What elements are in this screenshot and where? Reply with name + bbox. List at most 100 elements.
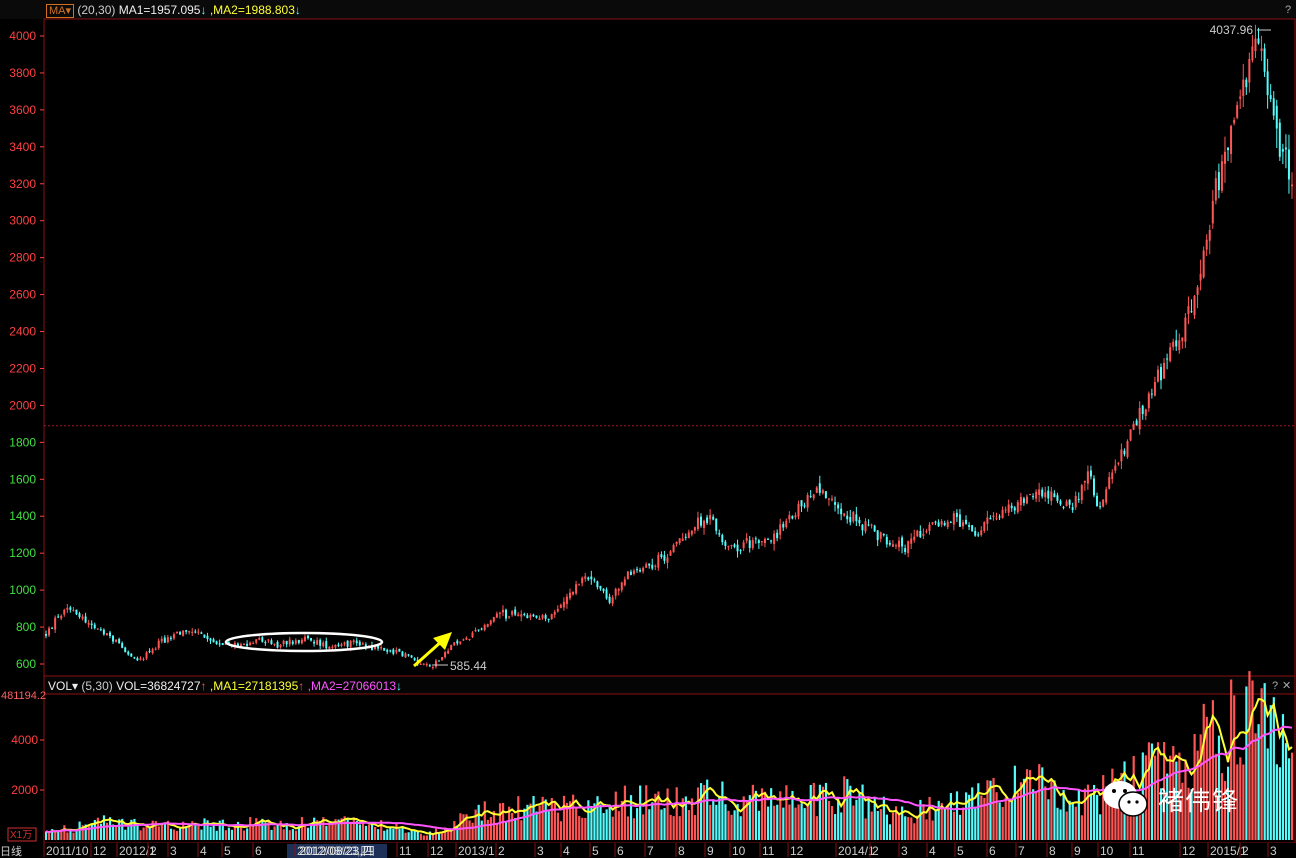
candle-body [63, 609, 66, 615]
volume-bar [127, 826, 130, 840]
candle-body [1205, 239, 1208, 250]
period-label: 日线 [0, 844, 22, 858]
volume-bar [87, 825, 90, 840]
candle-body [209, 638, 212, 641]
candle-body [1071, 507, 1074, 510]
volume-bar [578, 816, 581, 840]
candle-body [172, 634, 175, 639]
price-tick-label: 1000 [9, 583, 36, 597]
candle-body [760, 541, 763, 543]
candle-body [84, 616, 87, 623]
volume-bar [227, 827, 230, 840]
candle-body [1080, 485, 1083, 501]
volume-bar [547, 811, 550, 840]
price-tick-label: 4000 [9, 29, 36, 43]
help-icon[interactable]: ? [1285, 4, 1291, 16]
time-tick-label: 3 [170, 844, 177, 858]
volume-bar [218, 820, 221, 840]
volume-bar [331, 823, 334, 840]
volume-bar [1245, 686, 1248, 840]
close-icon[interactable]: ✕ [1282, 680, 1291, 692]
volume-bar [937, 800, 940, 840]
candle-body [374, 645, 377, 650]
candle-body [133, 657, 136, 659]
candle-body [425, 664, 428, 666]
volume-bar [1007, 801, 1010, 840]
volume-bar [550, 798, 553, 840]
candle-body [538, 618, 541, 620]
time-tick-label: 9 [1074, 844, 1081, 858]
volume-bar [81, 825, 84, 840]
volume-bar [1220, 773, 1224, 840]
candle-body [447, 650, 450, 654]
candle-body [121, 643, 124, 648]
volume-bar [590, 806, 593, 840]
candle-body [1254, 38, 1257, 52]
volume-bar [727, 810, 730, 840]
candle-body [989, 517, 992, 520]
volume-bar [498, 803, 502, 840]
candle-body [1248, 58, 1251, 83]
volume-bar [121, 818, 124, 840]
candle-body [1065, 501, 1068, 507]
volume-indicator-selector[interactable]: VOL▾ [48, 679, 79, 693]
volume-bar [706, 779, 709, 840]
candle-body [93, 624, 96, 629]
volume-bar [145, 826, 148, 840]
candle-body [642, 567, 645, 572]
volume-bar [48, 833, 51, 840]
candle-body [1166, 358, 1169, 360]
help-icon-volume[interactable]: ? [1272, 680, 1278, 692]
price-tick-label: 1400 [9, 509, 36, 523]
candle-body [1010, 505, 1013, 509]
candle-body [81, 616, 84, 619]
candle-body [246, 643, 249, 646]
candle-body [876, 530, 879, 541]
candle-body [313, 641, 316, 644]
time-tick-label: 2011/10 [46, 844, 89, 858]
volume-bar [1089, 794, 1093, 840]
candle-body [1263, 48, 1266, 72]
candle-body [306, 635, 309, 639]
volume-bar [754, 790, 758, 840]
arrow-down-icon[interactable]: ↓ [15, 846, 21, 858]
candle-body [907, 541, 910, 554]
candle-body [806, 494, 809, 508]
candle-body [471, 632, 474, 638]
candle-body [1156, 369, 1159, 382]
candle-body [867, 524, 870, 526]
candle-body [584, 576, 587, 579]
volume-bar [1038, 764, 1041, 840]
candle-body [154, 648, 157, 650]
wechat-icon [1103, 781, 1148, 817]
volume-bar [916, 815, 919, 840]
candle-body [1175, 340, 1178, 347]
volume-bar [1278, 767, 1282, 840]
candle-body [1025, 496, 1028, 504]
candle-body [1257, 38, 1260, 44]
candle-body [206, 635, 209, 640]
volume-bar [1032, 789, 1035, 840]
candle-body [377, 644, 380, 649]
volume-bar [310, 825, 313, 840]
candle-body [703, 520, 706, 528]
candle-body [1096, 495, 1099, 507]
candle-body [1242, 79, 1245, 97]
candle-body [112, 635, 115, 642]
candle-body [166, 637, 169, 643]
volume-bar [928, 796, 931, 840]
candle-body [852, 511, 855, 522]
volume-bar [974, 806, 977, 840]
volume-bar [404, 832, 407, 840]
candle-body [830, 498, 833, 501]
volume-bar [520, 820, 523, 840]
volume-bar [1010, 799, 1013, 840]
candle-body [236, 643, 239, 647]
volume-bar [617, 811, 620, 840]
candle-body [1001, 509, 1004, 519]
candle-body [361, 643, 364, 645]
candle-body [974, 531, 977, 536]
candle-body [940, 521, 943, 525]
time-axis: 2011/10 12 2012/12 3 4 5 6 2012/08/23,四 11 12 2013… [43, 843, 1277, 858]
indicator-selector[interactable]: MA▾ [46, 4, 75, 18]
